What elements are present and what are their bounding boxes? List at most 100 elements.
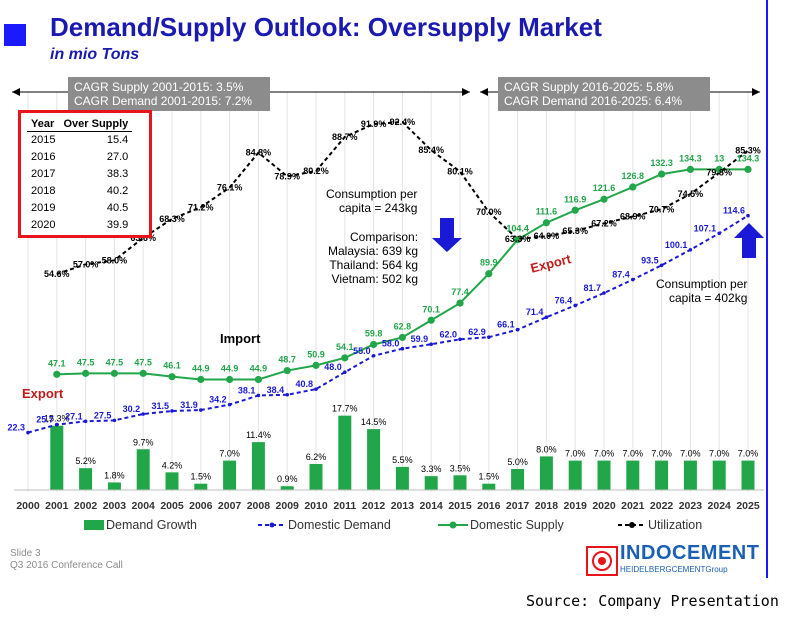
arrowhead-icon [462,88,470,96]
utilization-label: 79.8% [706,168,732,178]
utilization-label: 64.0% [534,231,560,241]
x-tick-label: 2020 [592,500,616,512]
legend-marker-utilization [629,522,635,528]
cagr-left-demand: CAGR Demand 2001-2015: 7.2% [74,94,253,108]
demand-growth-bar [50,425,64,490]
domestic-demand-label: 34.2 [209,395,227,405]
demand-growth-bar [136,449,150,490]
domestic-demand-label: 55.0 [353,346,371,356]
domestic-supply-point [283,366,291,375]
table-cell-value: 38.3 [106,168,129,180]
chart-legend: Demand Growth Domestic Demand Domestic Sup… [84,518,702,532]
note-line: Vietnam: 502 kg [331,272,419,286]
demand-growth-label: 7.0% [651,449,672,459]
x-tick-label: 2002 [74,500,98,512]
table-cell-value: 40.5 [106,202,129,214]
demand-growth-bar [597,460,611,490]
event-name: Q3 2016 Conference Call [10,560,123,571]
down-arrow-icon [432,218,462,252]
demand-growth-bar [223,460,237,490]
slide-footer: Slide 3 Q3 2016 Conference Call [10,548,123,572]
x-tick-label: 2015 [448,500,472,512]
table-cell-year: 2018 [31,185,56,197]
note-line: Thailand: 564 kg [329,258,419,272]
oversupply-table: Year Over Supply 2015 15.4 2016 27.0 2017 3… [27,117,133,234]
domestic-demand-line [27,214,749,434]
domestic-demand-label: 93.5 [641,255,659,265]
utilization-label: 76.1% [217,183,243,193]
consumption-note-2015: Consumption per capita = 243kg [326,187,417,215]
domestic-supply-label: 47.5 [134,357,152,367]
demand-growth-label: 5.5% [392,455,413,465]
demand-growth-bar [539,456,553,490]
table-row: 2017 38.3 [27,166,132,183]
domestic-demand-label: 62.0 [439,329,457,339]
table-row: 2020 39.9 [27,217,132,234]
demand-growth-bar [453,475,467,490]
domestic-supply-label: 77.4 [451,287,469,297]
domestic-demand-point [429,342,434,347]
demand-growth-label: 17.7% [332,404,358,414]
domestic-supply-label: 54.1 [336,342,354,352]
domestic-supply-point [456,299,464,307]
domestic-demand-label: 62.9 [468,327,486,337]
demand-growth-bar [367,429,381,490]
domestic-supply-label: 89.9 [480,258,498,268]
domestic-supply-point [398,333,406,342]
domestic-supply-label: 44.9 [250,363,268,373]
domestic-demand-point [256,393,261,398]
table-cell-value: 39.9 [106,219,129,231]
domestic-demand-point [199,408,203,412]
legend-marker-supply [449,521,457,529]
domestic-demand-point [573,303,577,308]
demand-growth-bar [395,466,409,490]
table-header-oversupply: Over Supply [59,117,133,132]
domestic-supply-point [514,236,522,244]
x-tick-label: 2004 [132,500,156,512]
table-cell-value: 15.4 [106,134,129,146]
domestic-demand-point [285,392,290,397]
demand-growth-bar [280,486,294,490]
utilization-label: 54.6% [44,269,70,279]
table-row: 2016 27.0 [27,149,132,166]
demand-growth-bar [194,483,208,490]
demand-growth-label: 7.0% [738,449,759,459]
domestic-demand-point [544,315,549,320]
demand-growth-bar [251,442,265,490]
demand-growth-label: 7.0% [623,449,644,459]
indocement-logo-icon [586,546,618,576]
demand-growth-bar [712,460,726,490]
domestic-supply-label: 47.1 [48,358,66,368]
domestic-supply-label: 47.5 [77,357,95,367]
utilization-label: 58.0% [102,255,128,265]
x-tick-label: 2013 [391,500,415,512]
note-line: Consumption per [656,277,748,291]
table-row: 2015 15.4 [27,132,132,150]
domestic-supply-point [226,375,234,384]
demand-growth-label: 1.5% [191,472,212,482]
x-tick-label: 2003 [103,500,127,512]
domestic-supply-point [744,165,752,173]
arrowhead-icon [480,88,488,96]
utilization-label: 80.2% [303,166,329,176]
domestic-demand-point [170,409,174,413]
domestic-demand-point [55,422,59,427]
demand-growth-bar [107,482,121,490]
demand-growth-label: 9.7% [133,437,154,447]
x-tick-label: 2021 [621,500,645,512]
arrowhead-icon [752,88,760,96]
utilization-label: 85.4% [418,145,444,155]
label-export-left: Export [22,386,64,401]
domestic-supply-label: 50.9 [307,349,325,359]
domestic-demand-label: 22.3 [7,423,25,433]
note-line: capita = 243kg [338,201,418,215]
domestic-supply-label: 116.9 [564,194,586,204]
demand-growth-label: 3.3% [421,464,442,474]
domestic-supply-label: 111.6 [536,207,558,217]
x-tick-label: 2016 [477,500,501,512]
domestic-demand-point [141,412,145,416]
x-tick-label: 2012 [362,500,386,512]
domestic-supply-point [485,270,493,278]
domestic-demand-label: 40.8 [295,379,313,389]
domestic-supply-label: 44.9 [221,363,239,373]
